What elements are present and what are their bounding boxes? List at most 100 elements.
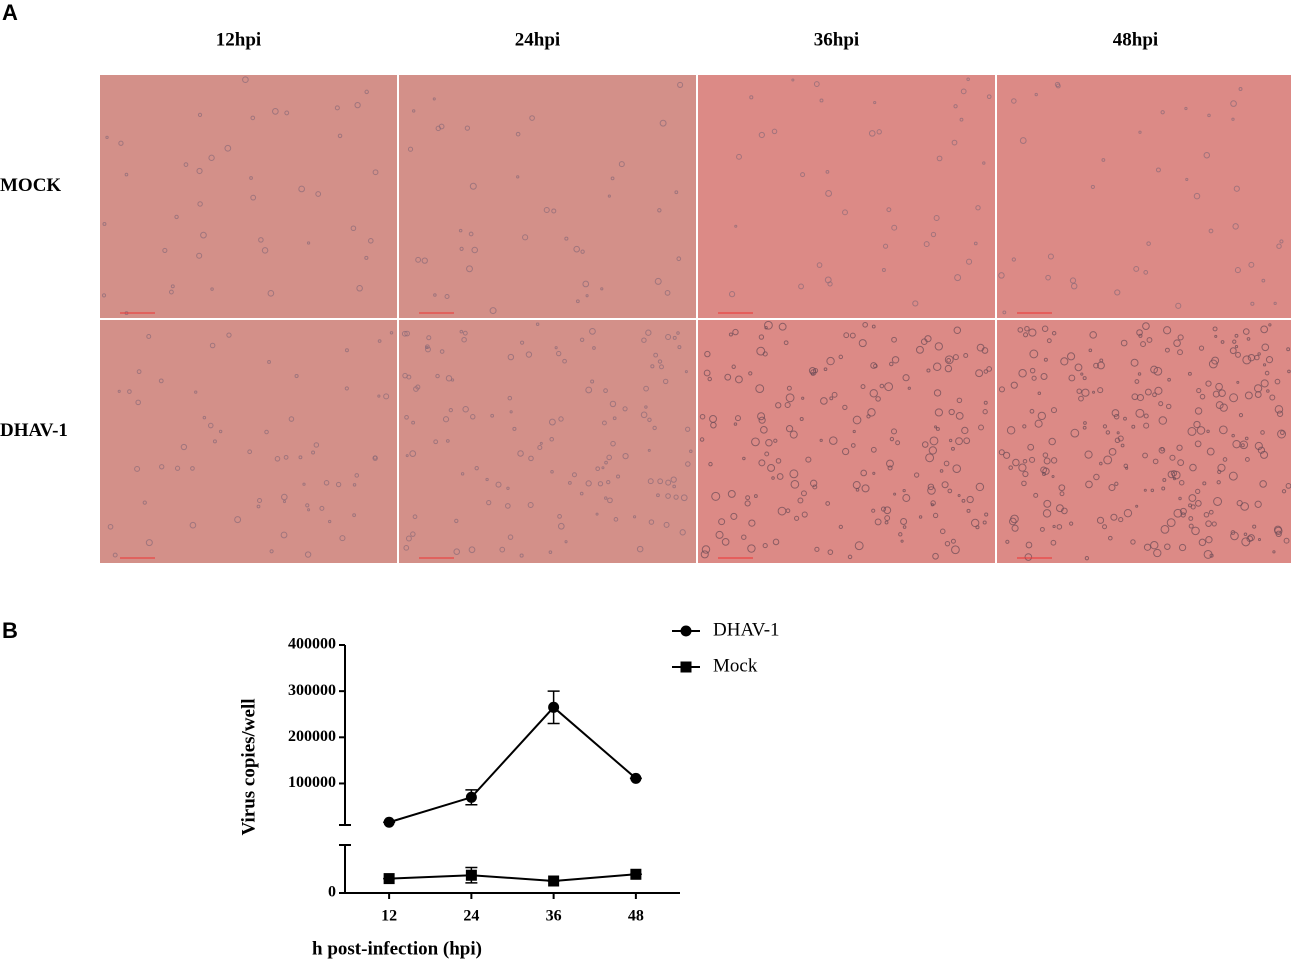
cell <box>929 436 939 446</box>
cell <box>699 437 705 442</box>
cell <box>507 353 515 361</box>
cell <box>1143 543 1152 551</box>
micrograph <box>100 75 397 318</box>
cell <box>730 512 738 520</box>
cell <box>1002 310 1007 315</box>
data-point <box>465 791 477 803</box>
cell <box>575 299 580 304</box>
cell <box>918 515 923 519</box>
cell <box>601 420 607 426</box>
cell <box>1143 422 1150 429</box>
cell <box>302 482 306 486</box>
cell <box>298 455 303 460</box>
cell <box>951 545 960 555</box>
cell <box>749 95 754 100</box>
cell <box>963 437 971 445</box>
cell <box>1069 521 1074 526</box>
cell <box>1175 302 1182 309</box>
cell <box>1138 333 1143 338</box>
cell <box>924 335 932 343</box>
cell <box>791 78 795 82</box>
cell <box>315 191 322 197</box>
cell <box>1029 456 1036 463</box>
cell <box>405 535 412 542</box>
cell <box>1097 387 1104 394</box>
cell <box>512 426 517 431</box>
cell <box>444 293 450 300</box>
cell <box>1257 538 1262 542</box>
cell <box>632 515 637 519</box>
cell <box>516 175 520 179</box>
cell <box>162 247 168 253</box>
cell <box>745 495 751 501</box>
cell <box>955 437 963 446</box>
cell <box>267 360 271 364</box>
cell <box>819 438 823 442</box>
cell <box>679 529 686 536</box>
cell <box>895 440 901 446</box>
cell <box>1215 401 1224 410</box>
cell <box>1262 363 1267 367</box>
cell <box>135 399 141 406</box>
cell <box>499 546 506 553</box>
cell <box>1208 359 1218 369</box>
cell <box>1042 509 1052 518</box>
cell <box>663 521 670 528</box>
cell <box>372 169 379 176</box>
cell <box>733 422 738 426</box>
cell <box>1043 499 1052 508</box>
cell <box>1046 338 1052 344</box>
cell <box>799 417 804 422</box>
cell <box>1123 416 1127 421</box>
cell <box>943 460 950 467</box>
cell <box>939 469 944 473</box>
cell <box>659 119 667 127</box>
cell <box>1058 484 1066 492</box>
cell <box>838 524 843 530</box>
cell <box>734 224 738 228</box>
cell <box>124 172 129 177</box>
cell <box>866 414 871 419</box>
cell <box>529 115 535 121</box>
cell <box>933 389 942 397</box>
cell <box>933 215 940 222</box>
cell <box>1024 553 1033 561</box>
cell <box>898 532 903 537</box>
cell <box>604 460 608 465</box>
cell <box>1194 440 1202 448</box>
cell <box>982 161 986 165</box>
cell <box>873 363 878 369</box>
cell <box>758 334 765 340</box>
cell <box>872 471 876 475</box>
cell <box>567 481 572 485</box>
cell <box>1208 509 1214 515</box>
cell <box>952 464 962 473</box>
cell <box>677 81 684 88</box>
cell <box>640 411 648 419</box>
cell <box>1050 539 1057 546</box>
cell <box>1203 151 1211 159</box>
cell <box>1240 502 1249 511</box>
cell <box>1037 411 1047 421</box>
cell <box>925 453 935 463</box>
cell <box>1178 543 1187 552</box>
cell <box>685 461 691 467</box>
cell <box>861 484 870 493</box>
cell <box>145 539 153 547</box>
cell <box>1163 326 1172 335</box>
cell <box>1135 504 1139 508</box>
cell <box>871 324 876 329</box>
cell <box>1105 430 1111 435</box>
cell <box>1023 332 1029 338</box>
cell <box>673 494 679 500</box>
cell <box>212 439 217 444</box>
cell <box>442 416 450 423</box>
cell <box>1162 477 1167 482</box>
cell <box>812 484 818 490</box>
cell <box>884 382 894 392</box>
cell <box>102 221 107 226</box>
cell <box>939 528 946 535</box>
cell <box>951 139 958 146</box>
cell <box>539 441 543 445</box>
